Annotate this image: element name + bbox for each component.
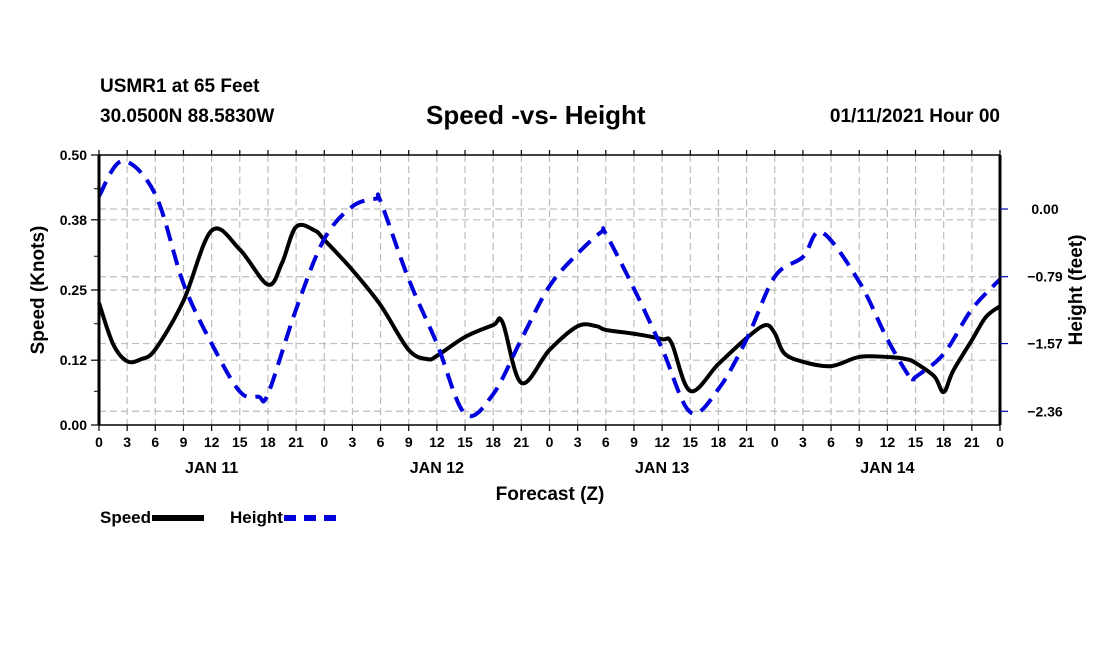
forecast-datetime: 01/11/2021 Hour 00 [829, 106, 1000, 127]
x-tick-label: 12 [429, 434, 445, 450]
x-tick-label: 6 [377, 434, 385, 450]
x-tick-label: 15 [682, 434, 698, 450]
legend-swatch-height [283, 515, 336, 521]
legend-label-height: Height [230, 508, 283, 527]
station-label: USMR1 at 65 Feet [100, 76, 260, 97]
x-tick-label: 12 [204, 434, 220, 450]
x-tick-label: 3 [574, 434, 582, 450]
legend-item-speed: Speed [100, 508, 205, 528]
y-axis-left-title: Speed (Knots) [28, 226, 49, 355]
coordinates-label: 30.0500N 88.5830W [100, 106, 275, 127]
series-line-height [97, 159, 1002, 419]
tick-labels: 0 3 6 9 12 15 18 21 0 3 6 9 12 15 18 21 0 3 6 9 12 15 18 21 0 3 6 9… [60, 147, 1063, 477]
x-tick-label: 6 [827, 434, 835, 450]
x-tick-label: 15 [457, 434, 473, 450]
x-tick-label: 9 [405, 434, 413, 450]
x-axis-title: Forecast (Z) [496, 484, 605, 505]
x-tick-label: 9 [630, 434, 638, 450]
x-tick-label: 0 [771, 434, 779, 450]
y-tick-label-left: 0.00 [60, 417, 87, 433]
grid-lines [99, 155, 1000, 425]
x-tick-label: 18 [711, 434, 727, 450]
x-tick-label: 21 [288, 434, 304, 450]
x-tick-label: 18 [936, 434, 952, 450]
y-tick-label-left: 0.12 [60, 352, 87, 368]
x-tick-label: 12 [654, 434, 670, 450]
y-tick-label-left: 0.25 [60, 282, 87, 298]
x-tick-label: 21 [739, 434, 755, 450]
x-tick-label: 0 [996, 434, 1004, 450]
x-tick-label: 15 [232, 434, 248, 450]
y-tick-label-right: −1.57 [1027, 336, 1063, 352]
x-day-label: JAN 13 [635, 460, 689, 477]
x-tick-label: 12 [880, 434, 896, 450]
y-tick-label-left: 0.38 [60, 212, 87, 228]
series-line-speed [97, 222, 1002, 395]
x-tick-label: 0 [95, 434, 103, 450]
legend-swatch-speed [152, 515, 205, 521]
y-tick-label-left: 0.50 [60, 147, 87, 163]
legend-item-height: Height [230, 508, 336, 528]
x-tick-label: 0 [546, 434, 554, 450]
x-tick-label: 18 [485, 434, 501, 450]
x-tick-label: 6 [151, 434, 159, 450]
x-tick-label: 21 [964, 434, 980, 450]
axes-layer [91, 150, 1008, 431]
series-layer [97, 159, 1002, 419]
y-tick-label-right: 0.00 [1031, 201, 1058, 217]
legend-label-speed: Speed [100, 508, 152, 527]
y-tick-label-right: −0.79 [1027, 269, 1063, 285]
x-day-label: JAN 12 [410, 460, 464, 477]
x-tick-label: 6 [602, 434, 610, 450]
x-tick-label: 9 [180, 434, 188, 450]
y-axis-right-title: Height (feet) [1066, 235, 1087, 346]
x-day-label: JAN 14 [860, 460, 914, 477]
x-tick-label: 0 [320, 434, 328, 450]
x-day-label: JAN 11 [185, 460, 238, 477]
x-tick-label: 3 [349, 434, 357, 450]
x-tick-label: 9 [855, 434, 863, 450]
x-tick-label: 15 [908, 434, 924, 450]
y-tick-label-right: −2.36 [1027, 403, 1063, 419]
x-tick-label: 3 [123, 434, 131, 450]
x-tick-label: 21 [514, 434, 530, 450]
x-tick-label: 18 [260, 434, 276, 450]
x-tick-label: 3 [799, 434, 807, 450]
chart-title: Speed -vs- Height [426, 100, 646, 130]
